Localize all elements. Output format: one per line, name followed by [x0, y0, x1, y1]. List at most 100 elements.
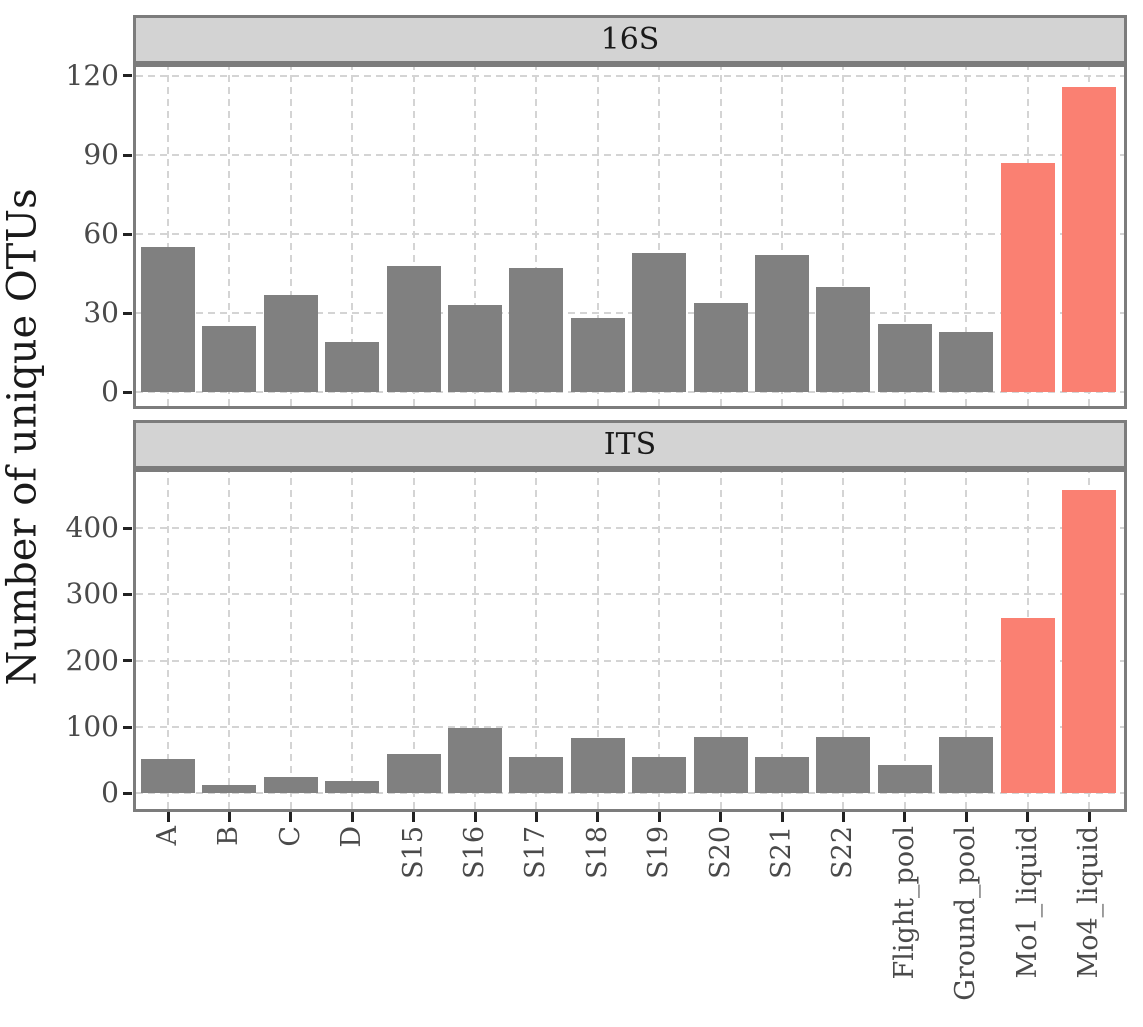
y-tick-mark-16S-30 — [123, 311, 132, 315]
h-gridline-ITS-300 — [136, 593, 1124, 596]
x-tick-mark-B — [227, 812, 231, 822]
x-tick-mark-Ground_pool — [964, 812, 968, 822]
x-axis-label-text: D — [336, 826, 368, 848]
v-gridline-16S-Ground_pool — [965, 67, 968, 406]
v-gridline-16S-S17 — [535, 67, 538, 406]
v-gridline-16S-S21 — [781, 67, 783, 406]
panel-16S — [133, 64, 1127, 409]
h-gridline-16S-90 — [136, 154, 1124, 157]
bar-ITS-D — [325, 781, 380, 794]
x-axis-label-text: S20 — [704, 826, 736, 879]
bar-ITS-S18 — [570, 737, 625, 794]
y-tick-mark-16S-0 — [123, 390, 132, 394]
y-tick-label-16S-0: 0 — [101, 375, 119, 409]
x-tick-mark-Mo1_liquid — [1026, 812, 1030, 822]
v-gridline-ITS-Ground_pool — [965, 472, 968, 809]
v-gridline-ITS-C — [289, 472, 292, 809]
y-tick-label-16S-60: 60 — [83, 217, 119, 251]
x-axis-label-text: S22 — [827, 826, 859, 879]
x-tick-mark-S21 — [780, 812, 784, 822]
x-tick-mark-S18 — [596, 812, 600, 822]
bar-16S-Flight_pool — [877, 323, 932, 393]
x-tick-mark-S17 — [534, 812, 538, 822]
bar-16S-S18 — [570, 318, 625, 393]
bar-16S-S17 — [509, 268, 564, 393]
facet-strip-label: ITS — [603, 426, 657, 462]
v-gridline-ITS-S21 — [781, 472, 783, 809]
v-gridline-ITS-Flight_pool — [903, 472, 906, 809]
y-tick-label-ITS-200: 200 — [65, 643, 119, 677]
y-tick-mark-ITS-400 — [123, 526, 132, 530]
bar-ITS-S17 — [509, 756, 564, 794]
v-gridline-ITS-S18 — [596, 472, 599, 809]
bar-ITS-Flight_pool — [877, 764, 932, 794]
y-tick-mark-ITS-100 — [123, 725, 132, 729]
x-axis-label-text: S18 — [581, 826, 613, 879]
bar-16S-Mo1_liquid — [1000, 162, 1055, 393]
x-axis-label-text: A — [152, 826, 183, 846]
y-tick-mark-16S-120 — [123, 74, 132, 78]
v-gridline-ITS-B — [228, 472, 231, 809]
h-gridline-ITS-200 — [136, 659, 1124, 662]
x-tick-mark-S19 — [657, 812, 661, 822]
x-tick-mark-Mo4_liquid — [1087, 812, 1091, 822]
y-tick-mark-ITS-0 — [123, 791, 132, 795]
facet-strip-ITS: ITS — [133, 420, 1127, 469]
h-gridline-16S-60 — [136, 233, 1124, 236]
v-gridline-16S-S16 — [474, 67, 476, 406]
bar-16S-S21 — [755, 255, 809, 393]
v-gridline-16S-S15 — [412, 67, 415, 406]
bar-16S-Mo4_liquid — [1062, 86, 1116, 393]
x-axis-label-text: S19 — [643, 826, 675, 879]
bar-ITS-Ground_pool — [939, 736, 994, 794]
y-tick-label-ITS-0: 0 — [101, 776, 119, 810]
facet-strip-16S: 16S — [133, 15, 1127, 64]
bar-16S-S16 — [448, 305, 502, 393]
y-tick-mark-16S-90 — [123, 153, 132, 157]
bar-ITS-S20 — [693, 736, 748, 794]
v-gridline-ITS-S16 — [474, 472, 476, 809]
bar-ITS-C — [263, 776, 318, 794]
x-axis-label-text: Flight_pool — [888, 826, 920, 980]
panel-ITS — [133, 469, 1127, 812]
v-gridline-ITS-S20 — [719, 472, 722, 809]
bar-ITS-Mo4_liquid — [1062, 489, 1116, 794]
bar-ITS-S19 — [632, 756, 687, 794]
x-axis-label-text: S21 — [766, 826, 797, 879]
x-axis-label-text: S15 — [397, 826, 429, 879]
x-axis-label-text: C — [274, 826, 306, 847]
bar-16S-S22 — [816, 286, 871, 393]
bar-16S-A — [141, 247, 195, 393]
v-gridline-16S-A — [167, 67, 169, 406]
v-gridline-16S-S22 — [842, 67, 845, 406]
h-gridline-16S-0 — [136, 391, 1124, 394]
x-tick-mark-S15 — [412, 812, 416, 822]
h-gridline-16S-30 — [136, 312, 1124, 315]
v-gridline-ITS-S17 — [535, 472, 538, 809]
bar-16S-S20 — [693, 302, 748, 393]
x-tick-mark-C — [289, 812, 293, 822]
h-gridline-16S-120 — [136, 74, 1124, 77]
bar-16S-S19 — [632, 252, 687, 393]
v-gridline-ITS-A — [167, 472, 169, 809]
facet-strip-label: 16S — [600, 21, 660, 57]
h-gridline-ITS-100 — [136, 726, 1124, 728]
bar-ITS-Mo1_liquid — [1000, 618, 1055, 794]
v-gridline-ITS-S22 — [842, 472, 845, 809]
v-gridline-16S-D — [351, 67, 354, 406]
v-gridline-ITS-D — [351, 472, 354, 809]
v-gridline-16S-S19 — [658, 67, 661, 406]
x-tick-mark-S20 — [719, 812, 723, 822]
y-tick-label-ITS-300: 300 — [65, 577, 119, 611]
bar-ITS-S15 — [386, 754, 441, 794]
y-tick-label-ITS-100: 100 — [65, 710, 119, 743]
v-gridline-16S-Flight_pool — [903, 67, 906, 406]
v-gridline-16S-S20 — [719, 67, 722, 406]
v-gridline-16S-C — [289, 67, 292, 406]
y-tick-label-16S-30: 30 — [83, 296, 119, 330]
x-tick-mark-A — [166, 812, 170, 822]
bar-ITS-S16 — [448, 728, 502, 794]
v-gridline-ITS-S15 — [412, 472, 415, 809]
